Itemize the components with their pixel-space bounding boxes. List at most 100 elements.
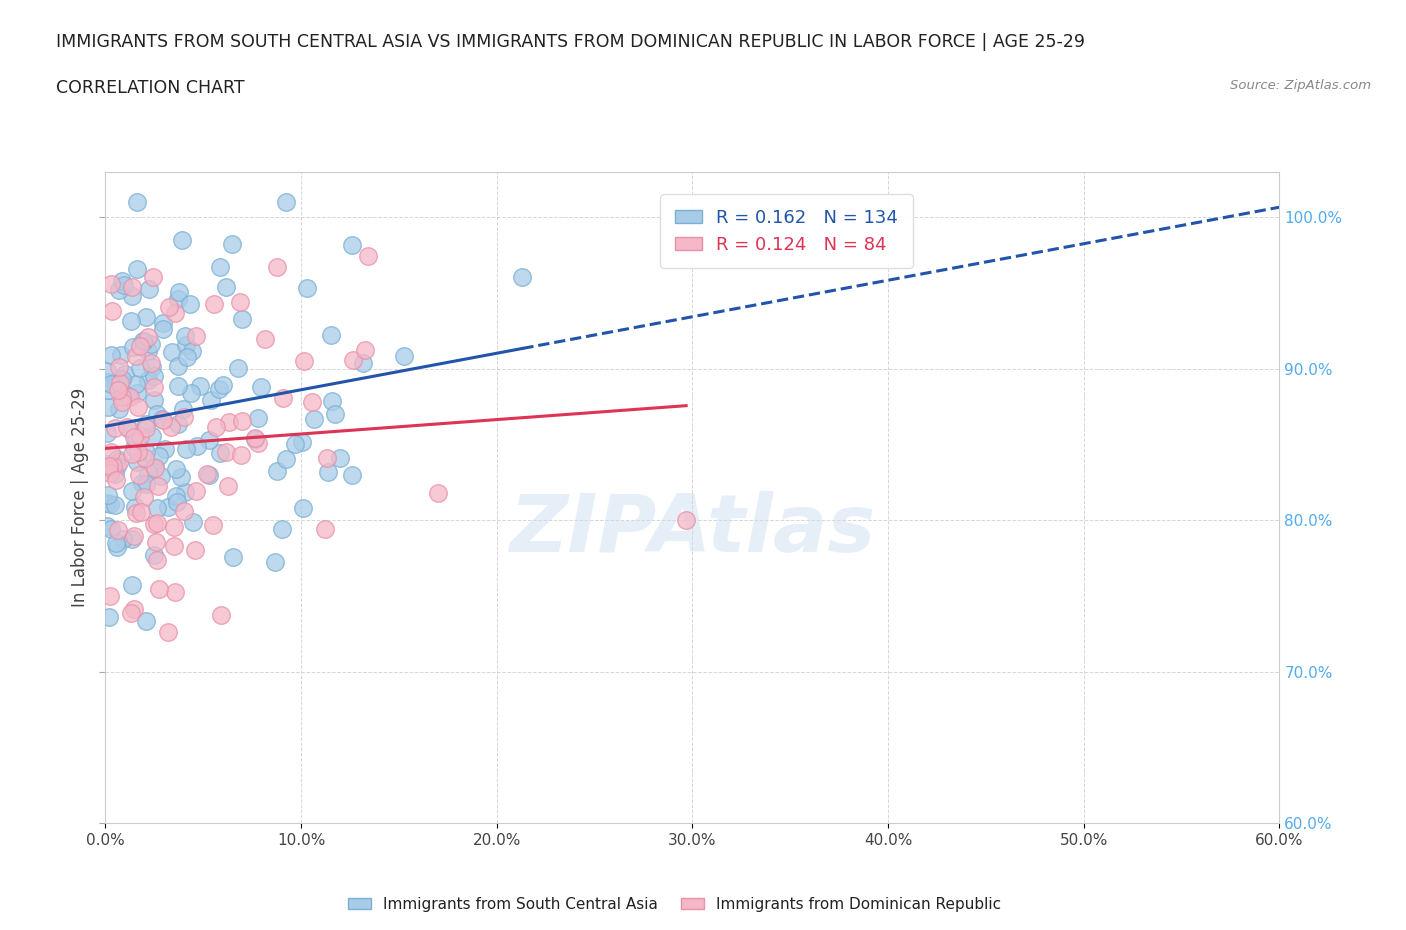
Point bbox=[173, 328, 195, 343]
Point bbox=[98, 466, 121, 481]
Point bbox=[100, 276, 122, 291]
Point bbox=[96, 375, 118, 390]
Point bbox=[129, 339, 152, 353]
Point bbox=[174, 338, 197, 352]
Point bbox=[135, 420, 157, 435]
Point bbox=[122, 430, 145, 445]
Point bbox=[249, 379, 271, 394]
Point bbox=[97, 400, 120, 415]
Point bbox=[118, 390, 141, 405]
Point bbox=[176, 350, 198, 365]
Point bbox=[97, 382, 120, 397]
Point bbox=[108, 376, 131, 391]
Point bbox=[146, 515, 169, 530]
Point bbox=[270, 522, 292, 537]
Point bbox=[169, 285, 191, 299]
Point bbox=[231, 312, 253, 326]
Point bbox=[163, 306, 186, 321]
Point bbox=[157, 499, 180, 514]
Point bbox=[273, 391, 295, 405]
Point bbox=[186, 439, 208, 454]
Point bbox=[138, 329, 160, 344]
Point bbox=[156, 625, 179, 640]
Point bbox=[165, 488, 187, 503]
Point bbox=[197, 433, 219, 448]
Point bbox=[152, 316, 174, 331]
Point bbox=[167, 291, 190, 306]
Point bbox=[120, 605, 142, 620]
Point bbox=[103, 467, 125, 482]
Point bbox=[321, 327, 343, 342]
Point bbox=[135, 445, 157, 459]
Point bbox=[165, 461, 187, 476]
Point bbox=[160, 419, 183, 434]
Point bbox=[352, 355, 374, 370]
Point bbox=[246, 435, 269, 450]
Point bbox=[170, 469, 193, 484]
Point bbox=[111, 371, 134, 386]
Point bbox=[394, 349, 416, 364]
Point bbox=[143, 548, 166, 563]
Point bbox=[215, 445, 238, 459]
Point bbox=[202, 297, 225, 312]
Point bbox=[136, 372, 159, 387]
Point bbox=[231, 414, 253, 429]
Point bbox=[125, 261, 148, 276]
Point bbox=[173, 410, 195, 425]
Point bbox=[253, 332, 276, 347]
Point bbox=[127, 445, 149, 459]
Point bbox=[291, 434, 314, 449]
Legend: Immigrants from South Central Asia, Immigrants from Dominican Republic: Immigrants from South Central Asia, Immi… bbox=[342, 891, 1008, 918]
Point bbox=[124, 499, 146, 514]
Point bbox=[190, 379, 212, 393]
Point bbox=[104, 472, 127, 487]
Point bbox=[100, 347, 122, 362]
Point bbox=[111, 395, 134, 410]
Point bbox=[143, 459, 166, 474]
Point bbox=[124, 528, 146, 543]
Point bbox=[110, 348, 132, 363]
Point bbox=[107, 382, 129, 397]
Point bbox=[245, 432, 267, 446]
Point bbox=[181, 514, 204, 529]
Point bbox=[142, 368, 165, 383]
Point bbox=[316, 464, 339, 479]
Point bbox=[112, 277, 135, 292]
Point bbox=[143, 392, 166, 407]
Point bbox=[208, 382, 231, 397]
Point bbox=[98, 497, 121, 512]
Point bbox=[340, 237, 363, 252]
Point bbox=[103, 458, 125, 473]
Point bbox=[136, 464, 159, 479]
Point bbox=[105, 536, 128, 551]
Point bbox=[107, 402, 129, 417]
Point bbox=[174, 442, 197, 457]
Point bbox=[274, 452, 297, 467]
Point bbox=[127, 400, 149, 415]
Point bbox=[127, 455, 149, 470]
Point bbox=[149, 468, 172, 483]
Point bbox=[107, 523, 129, 538]
Point bbox=[139, 355, 162, 370]
Point bbox=[108, 359, 131, 374]
Point bbox=[131, 334, 153, 349]
Point bbox=[134, 450, 156, 465]
Point bbox=[215, 279, 238, 294]
Point bbox=[180, 386, 202, 401]
Point bbox=[141, 359, 163, 374]
Point bbox=[173, 485, 195, 499]
Point bbox=[202, 518, 225, 533]
Point bbox=[179, 297, 201, 312]
Point bbox=[200, 393, 222, 408]
Point bbox=[173, 504, 195, 519]
Point bbox=[136, 343, 159, 358]
Point bbox=[96, 518, 118, 533]
Point bbox=[163, 520, 186, 535]
Point bbox=[121, 578, 143, 592]
Point bbox=[125, 349, 148, 364]
Point bbox=[231, 448, 253, 463]
Point bbox=[135, 310, 157, 325]
Point bbox=[114, 366, 136, 381]
Point bbox=[100, 377, 122, 392]
Point bbox=[212, 378, 235, 392]
